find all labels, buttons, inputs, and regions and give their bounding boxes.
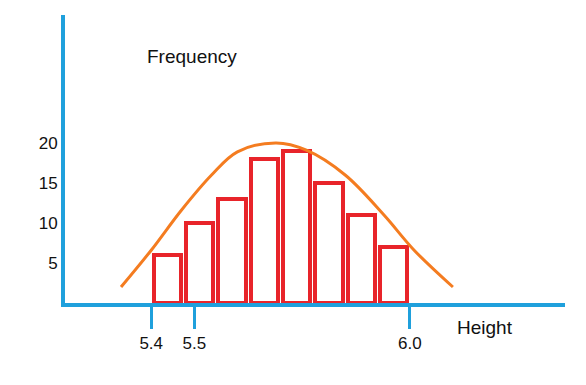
svg-text:20: 20 [39,134,58,153]
svg-text:15: 15 [39,174,58,193]
svg-text:5.5: 5.5 [182,334,206,353]
svg-text:6.0: 6.0 [398,334,422,353]
svg-text:Height: Height [457,317,513,338]
svg-text:5: 5 [48,254,57,273]
svg-text:Frequency: Frequency [147,46,237,67]
svg-text:10: 10 [39,214,58,233]
svg-text:5.4: 5.4 [139,334,163,353]
